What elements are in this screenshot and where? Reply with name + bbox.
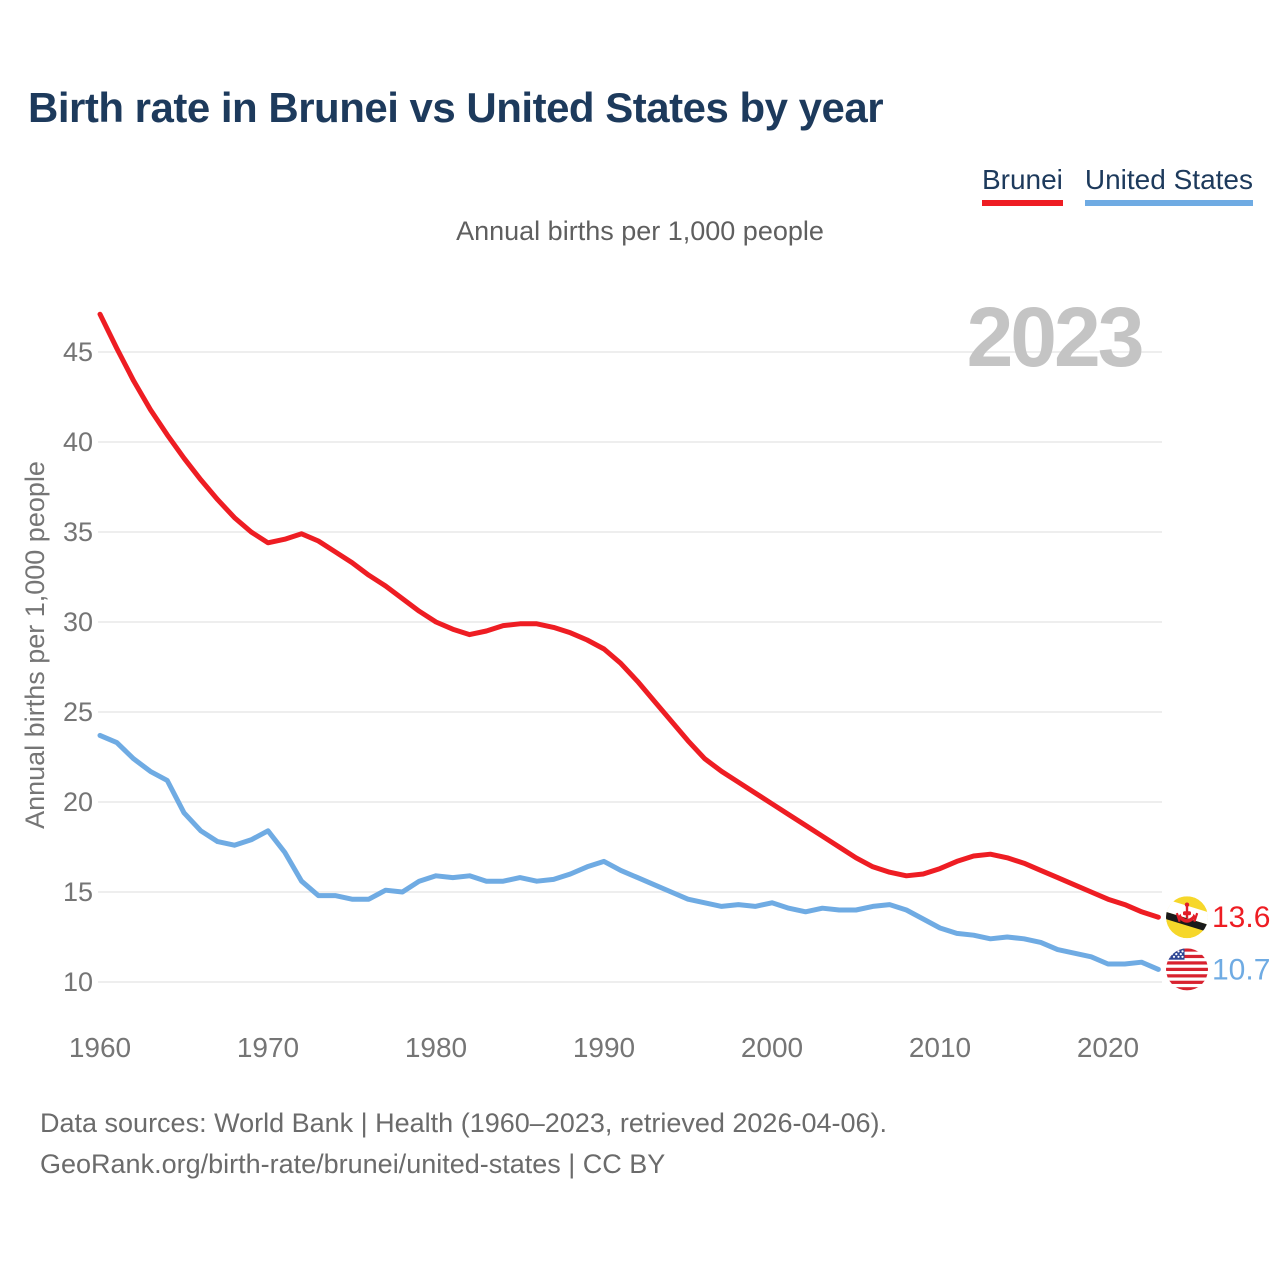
- united-states-end-value: 10.7: [1212, 953, 1270, 986]
- x-tick-label: 2000: [741, 1032, 803, 1063]
- y-tick-label: 25: [63, 697, 93, 727]
- footer: Data sources: World Bank | Health (1960–…: [40, 1103, 887, 1185]
- x-tick-label: 1970: [237, 1032, 299, 1063]
- tick-labels: 10 15 20 25 30 35 40 45 1960 1970 1980 1990 2000 2010…: [63, 337, 1139, 1063]
- y-tick-label: 40: [63, 427, 93, 457]
- brunei-line: [97, 311, 1161, 920]
- brunei-end-value: 13.6: [1212, 901, 1270, 934]
- united-states-line: [97, 732, 1161, 972]
- footer-data-sources: Data sources: World Bank | Health (1960–…: [40, 1108, 887, 1138]
- x-tick-label: 2010: [909, 1032, 971, 1063]
- x-tick-label: 1990: [573, 1032, 635, 1063]
- legend: Brunei United States: [981, 164, 1253, 206]
- y-tick-label: 10: [63, 967, 93, 997]
- us-flag-icon: [1166, 948, 1208, 991]
- footer-attribution: GeoRank.org/birth-rate/brunei/united-sta…: [40, 1149, 666, 1179]
- x-tick-label: 1960: [69, 1032, 131, 1063]
- y-tick-label: 30: [63, 607, 93, 637]
- chart-subtitle: Annual births per 1,000 people: [456, 216, 824, 246]
- y-tick-label: 45: [63, 337, 93, 367]
- x-tick-label: 2020: [1077, 1032, 1139, 1063]
- page-title: Birth rate in Brunei vs United States by…: [28, 84, 884, 131]
- x-tick-label: 1980: [405, 1032, 467, 1063]
- watermark-year: 2023: [967, 290, 1142, 384]
- legend-item-brunei[interactable]: Brunei: [981, 164, 1063, 206]
- brunei-flag-icon: [1166, 896, 1208, 939]
- series-lines: [97, 311, 1161, 972]
- y-tick-label: 35: [63, 517, 93, 547]
- y-tick-label: 20: [63, 787, 93, 817]
- legend-item-united-states[interactable]: United States: [1084, 164, 1253, 206]
- gridlines: [98, 351, 1162, 983]
- y-axis-label: Annual births per 1,000 people: [20, 461, 50, 829]
- y-tick-label: 15: [63, 877, 93, 907]
